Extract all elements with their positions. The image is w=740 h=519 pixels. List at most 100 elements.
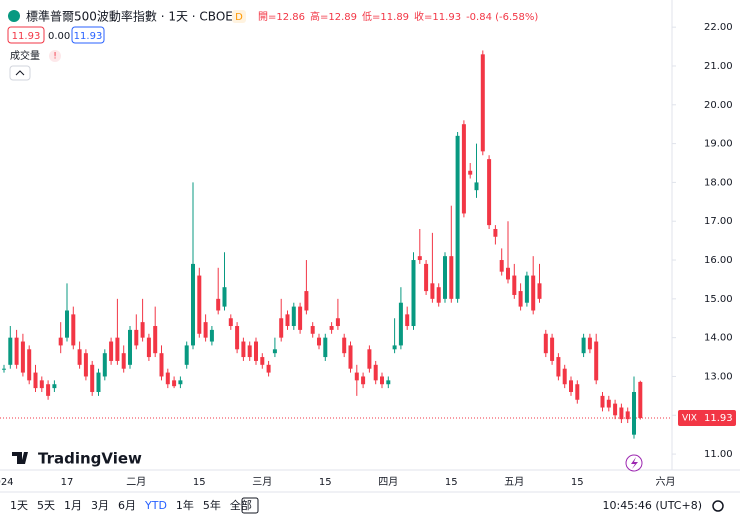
candle-body bbox=[619, 407, 624, 420]
candle-body bbox=[335, 318, 340, 327]
candle-body bbox=[121, 353, 126, 369]
candle-body bbox=[272, 349, 277, 354]
candle-body bbox=[373, 364, 378, 381]
range-button[interactable]: 全部 bbox=[230, 498, 252, 512]
candle-body bbox=[317, 337, 321, 346]
y-tick-label: 19.00 bbox=[704, 139, 733, 150]
candle-body bbox=[216, 298, 221, 311]
candle-body bbox=[342, 337, 347, 354]
x-tick-label: 四月 bbox=[378, 476, 398, 488]
legend-change: 0.00 bbox=[48, 31, 70, 42]
range-button[interactable]: 1天 bbox=[10, 499, 28, 512]
candle-body bbox=[537, 283, 542, 299]
ohlc-value: 開=12.86 bbox=[258, 11, 305, 23]
candle-body bbox=[455, 135, 460, 299]
candle-body bbox=[279, 318, 284, 338]
candle-body bbox=[569, 380, 573, 392]
candle-body bbox=[304, 291, 309, 311]
candle-body bbox=[241, 341, 246, 358]
candle-body bbox=[398, 302, 403, 346]
candle-body bbox=[222, 287, 227, 307]
candle-body bbox=[20, 341, 25, 373]
y-tick-label: 17.00 bbox=[704, 216, 733, 227]
candle-body bbox=[2, 368, 6, 370]
candle-body bbox=[600, 395, 605, 408]
range-button[interactable]: 1年 bbox=[176, 498, 194, 512]
y-tick-label: 15.00 bbox=[704, 294, 733, 305]
lightning-icon bbox=[631, 457, 638, 469]
alert-icon bbox=[49, 50, 61, 62]
symbol-title: 標準普爾500波動率指數 · 1天 · CBOE bbox=[26, 9, 233, 24]
range-button[interactable]: 1月 bbox=[64, 499, 82, 512]
candle-body bbox=[8, 337, 13, 365]
candle-body bbox=[443, 256, 447, 299]
price-tag-bg bbox=[678, 409, 736, 426]
y-tick-label: 18.00 bbox=[704, 177, 733, 188]
collapse-icon bbox=[15, 70, 25, 76]
candle-body bbox=[197, 275, 202, 334]
candle-body bbox=[386, 380, 391, 385]
candle-body bbox=[115, 337, 120, 361]
candle-body bbox=[298, 306, 303, 330]
candle-body bbox=[354, 372, 359, 381]
range-button[interactable]: 5年 bbox=[203, 498, 221, 512]
candle-body bbox=[550, 337, 555, 361]
price-tag-value: 11.93 bbox=[704, 413, 733, 424]
range-button[interactable]: 6月 bbox=[118, 499, 136, 512]
range-button[interactable]: YTD bbox=[144, 499, 167, 512]
y-tick-label: 16.00 bbox=[704, 255, 733, 266]
settings-icon[interactable] bbox=[712, 500, 724, 512]
candle-body bbox=[575, 384, 580, 400]
candle-body bbox=[228, 318, 233, 327]
collapse-button[interactable] bbox=[9, 65, 31, 81]
price-tag-symbol: VIX bbox=[682, 413, 697, 423]
candle-body bbox=[411, 260, 416, 327]
candle-body bbox=[405, 314, 410, 327]
ohlc-value: 低=11.89 bbox=[362, 10, 409, 23]
badge-bg bbox=[232, 10, 246, 23]
candle-body bbox=[449, 256, 454, 299]
candle-body bbox=[512, 275, 517, 295]
candle-body bbox=[531, 275, 536, 311]
calendar-icon[interactable] bbox=[241, 497, 259, 514]
candle-body bbox=[367, 349, 372, 369]
candle-body bbox=[474, 182, 479, 191]
y-tick-label: 21.00 bbox=[704, 61, 733, 72]
y-tick-label: 22.00 bbox=[704, 22, 733, 33]
symbol-icon bbox=[8, 10, 20, 22]
ohlc-change: -0.84 (-6.58%) bbox=[466, 12, 538, 23]
candle-body bbox=[499, 260, 504, 272]
candle-body bbox=[587, 337, 592, 350]
range-button[interactable]: 5天 bbox=[37, 499, 55, 512]
y-tick-label: 13.00 bbox=[704, 371, 733, 382]
legend-box bbox=[7, 26, 45, 44]
candle-body bbox=[102, 353, 107, 377]
candle-body bbox=[518, 291, 523, 307]
candle-body bbox=[392, 345, 397, 350]
candle-body bbox=[184, 345, 189, 365]
candle-body bbox=[632, 391, 636, 435]
candle-body bbox=[247, 345, 252, 358]
x-tick-label: 15 bbox=[193, 477, 206, 488]
candle-body bbox=[165, 372, 170, 385]
candle-body bbox=[266, 364, 271, 373]
candle-body bbox=[260, 357, 265, 365]
candle-body bbox=[323, 337, 328, 358]
badge: D bbox=[235, 12, 243, 23]
candle-body bbox=[461, 124, 466, 214]
candle-body bbox=[436, 287, 441, 303]
legend-price: 11.93 bbox=[12, 31, 41, 42]
candle-body bbox=[468, 170, 473, 175]
candle-body bbox=[134, 329, 139, 346]
y-tick-label: 11.00 bbox=[704, 449, 733, 460]
legend-price: 11.93 bbox=[74, 31, 103, 42]
range-button[interactable]: 3月 bbox=[91, 499, 109, 512]
candle-body bbox=[562, 368, 567, 385]
candle-body bbox=[33, 372, 38, 389]
candle-body bbox=[39, 380, 44, 389]
candle-body bbox=[380, 376, 384, 385]
candle-body bbox=[487, 159, 492, 226]
ohlc-value: 收=11.93 bbox=[414, 10, 461, 23]
candle-body bbox=[480, 54, 485, 152]
